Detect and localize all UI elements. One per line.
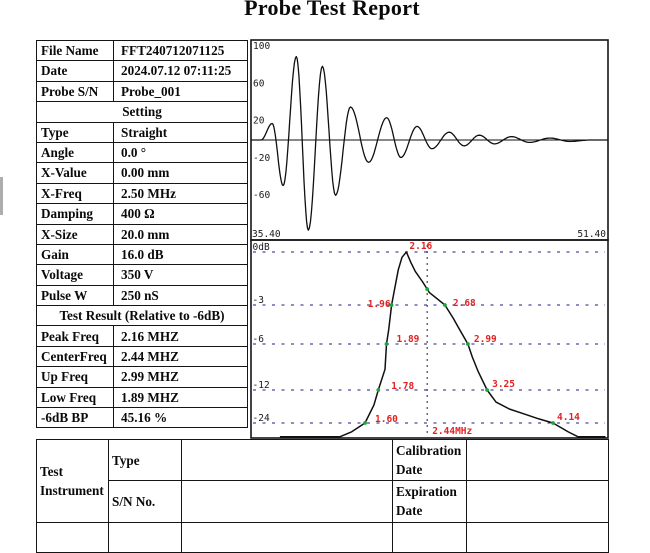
instrument-value-cell [181,438,393,482]
waveform-y-tick-label: 60 [253,78,265,89]
blank-cell [108,521,182,553]
instrument-row: Test Instrument Type Calibration Date [36,438,609,523]
spectrum-y-tick-label: -12 [253,380,270,391]
info-label-cell: Type [36,121,114,143]
info-table-row: Low Freq 1.89 MHZ [36,386,248,409]
info-label-cell: CenterFreq [36,345,114,368]
spectrum-y-tick-label: -6 [253,334,265,345]
spectrum-annotation: 1.60 [375,414,398,425]
info-table-row: Pulse W 250 nS [36,284,248,307]
report-title: Probe Test Report [244,0,420,20]
info-table-row: X-Value 0.00 mm [36,162,248,184]
spectrum-annotation: 1.96 [368,299,391,310]
crossing-marker [466,342,470,346]
crossing-marker [389,303,394,307]
charts-panel: 100 60 20 -20 -60 35.40 51.40 0dB -3 -6 -12 -24 2.1… [250,39,609,439]
spectrum-annotation: 2.99 [474,334,497,345]
blank-cell [36,521,109,553]
instrument-label-cell: S/N No. [108,480,182,523]
info-value-cell: 400 Ω [113,203,248,225]
waveform-y-tick-label: -20 [253,153,270,164]
info-value-cell: 2024.07.12 07:11:25 [113,60,248,82]
spectrum-annotation: 1.89 [397,334,420,345]
info-label-cell: Peak Freq [36,325,114,347]
waveform-y-tick-label: 20 [253,116,265,127]
spectrum-trace [279,251,606,438]
info-value-cell: 2.16 MHZ [113,325,248,347]
spectrum-y-tick-label: -24 [253,413,270,424]
info-table-row: CenterFreq 2.44 MHZ [36,345,248,368]
spectrum-annotation: 4.14 [557,412,580,423]
spectrum-y-tick-label: -3 [253,295,264,306]
info-table-row: Peak Freq 2.16 MHZ [36,325,248,347]
info-table-row: File Name FFT240712071125 [36,39,248,62]
info-label-cell: Up Freq [36,366,114,388]
blank-cell [466,521,609,553]
instrument-label-cell: Type [108,438,182,482]
spectrum-y-tick-label: 0dB [253,242,270,253]
instrument-row: S/N No. Expiration Date [37,480,609,523]
info-label-cell: -6dB BP [36,407,114,429]
info-table-row: Date 2024.07.12 07:11:25 [36,60,248,82]
waveform-y-tick-label: -60 [253,190,270,201]
spectrum-annotation: 2.44MHz [432,426,472,437]
waveform-trace [251,55,608,231]
expiration-date-label-cell: Expiration Date [392,480,467,523]
crossing-marker [485,388,489,392]
info-table-row: Damping 400 Ω [36,203,248,225]
info-label-cell: Low Freq [36,386,114,409]
left-edge-artifact [0,177,3,215]
report-page: Probe Test Report File Name FFT2407120711… [0,0,609,553]
crossing-marker [384,342,389,346]
info-table-row: -6dB BP 45.16 % [36,407,248,429]
info-value-cell: 2.44 MHZ [113,345,248,368]
calibration-date-label-cell: Calibration Date [392,438,467,482]
calibration-date-value-cell [466,438,609,482]
info-label-cell: File Name [36,39,114,62]
info-table-row: Type Straight [36,121,248,143]
info-table-row: Voltage 350 V [36,264,248,286]
info-table-row: X-Size 20.0 mm [36,223,248,245]
blank-cell [392,521,467,553]
expiration-date-value-cell [466,480,609,523]
waveform-y-tick-label: 100 [253,41,270,52]
info-value-cell: 350 V [113,264,248,286]
instrument-group-cell: Test Instrument [36,439,109,523]
info-label-cell: Voltage [36,264,114,286]
waveform-chart: 100 60 20 -20 -60 35.40 51.40 [250,39,609,241]
blank-cell [181,521,393,553]
probe-info-table: File Name FFT240712071125 Date 2024.07.12 0… [36,39,248,429]
info-value-cell: 2.99 MHZ [113,366,248,388]
instrument-value-cell [181,480,393,523]
info-label-cell: Gain [36,243,114,266]
info-table-row: Up Freq 2.99 MHZ [36,366,248,388]
crossing-marker [551,421,555,425]
waveform-x-label-right: 51.40 [577,229,606,240]
blank-row [36,521,609,553]
crossing-marker [443,303,447,307]
info-value-cell: 45.16 % [113,407,248,429]
spectrum-chart: 0dB -3 -6 -12 -24 2.16 1.96 2.68 1.89 2.99 1.78 3.2… [250,239,609,439]
waveform-x-label-left: 35.40 [252,229,281,240]
info-label-cell: Pulse W [36,284,114,307]
info-table-row: Gain 16.0 dB [36,243,248,266]
info-value-cell: 1.89 MHZ [113,386,248,409]
instrument-table: Test Instrument Type Calibration Date S/N N… [36,438,609,553]
spectrum-annotation: 2.68 [453,298,476,309]
spectrum-annotation: 1.78 [391,381,414,392]
spectrum-annotation: 3.25 [492,379,515,390]
crossing-marker [376,388,381,392]
spectrum-annotation: 2.16 [409,241,432,252]
crossing-marker [363,421,367,425]
info-value-cell: FFT240712071125 [113,39,248,62]
info-label-cell: X-Value [36,162,114,184]
crossing-marker [425,287,430,291]
